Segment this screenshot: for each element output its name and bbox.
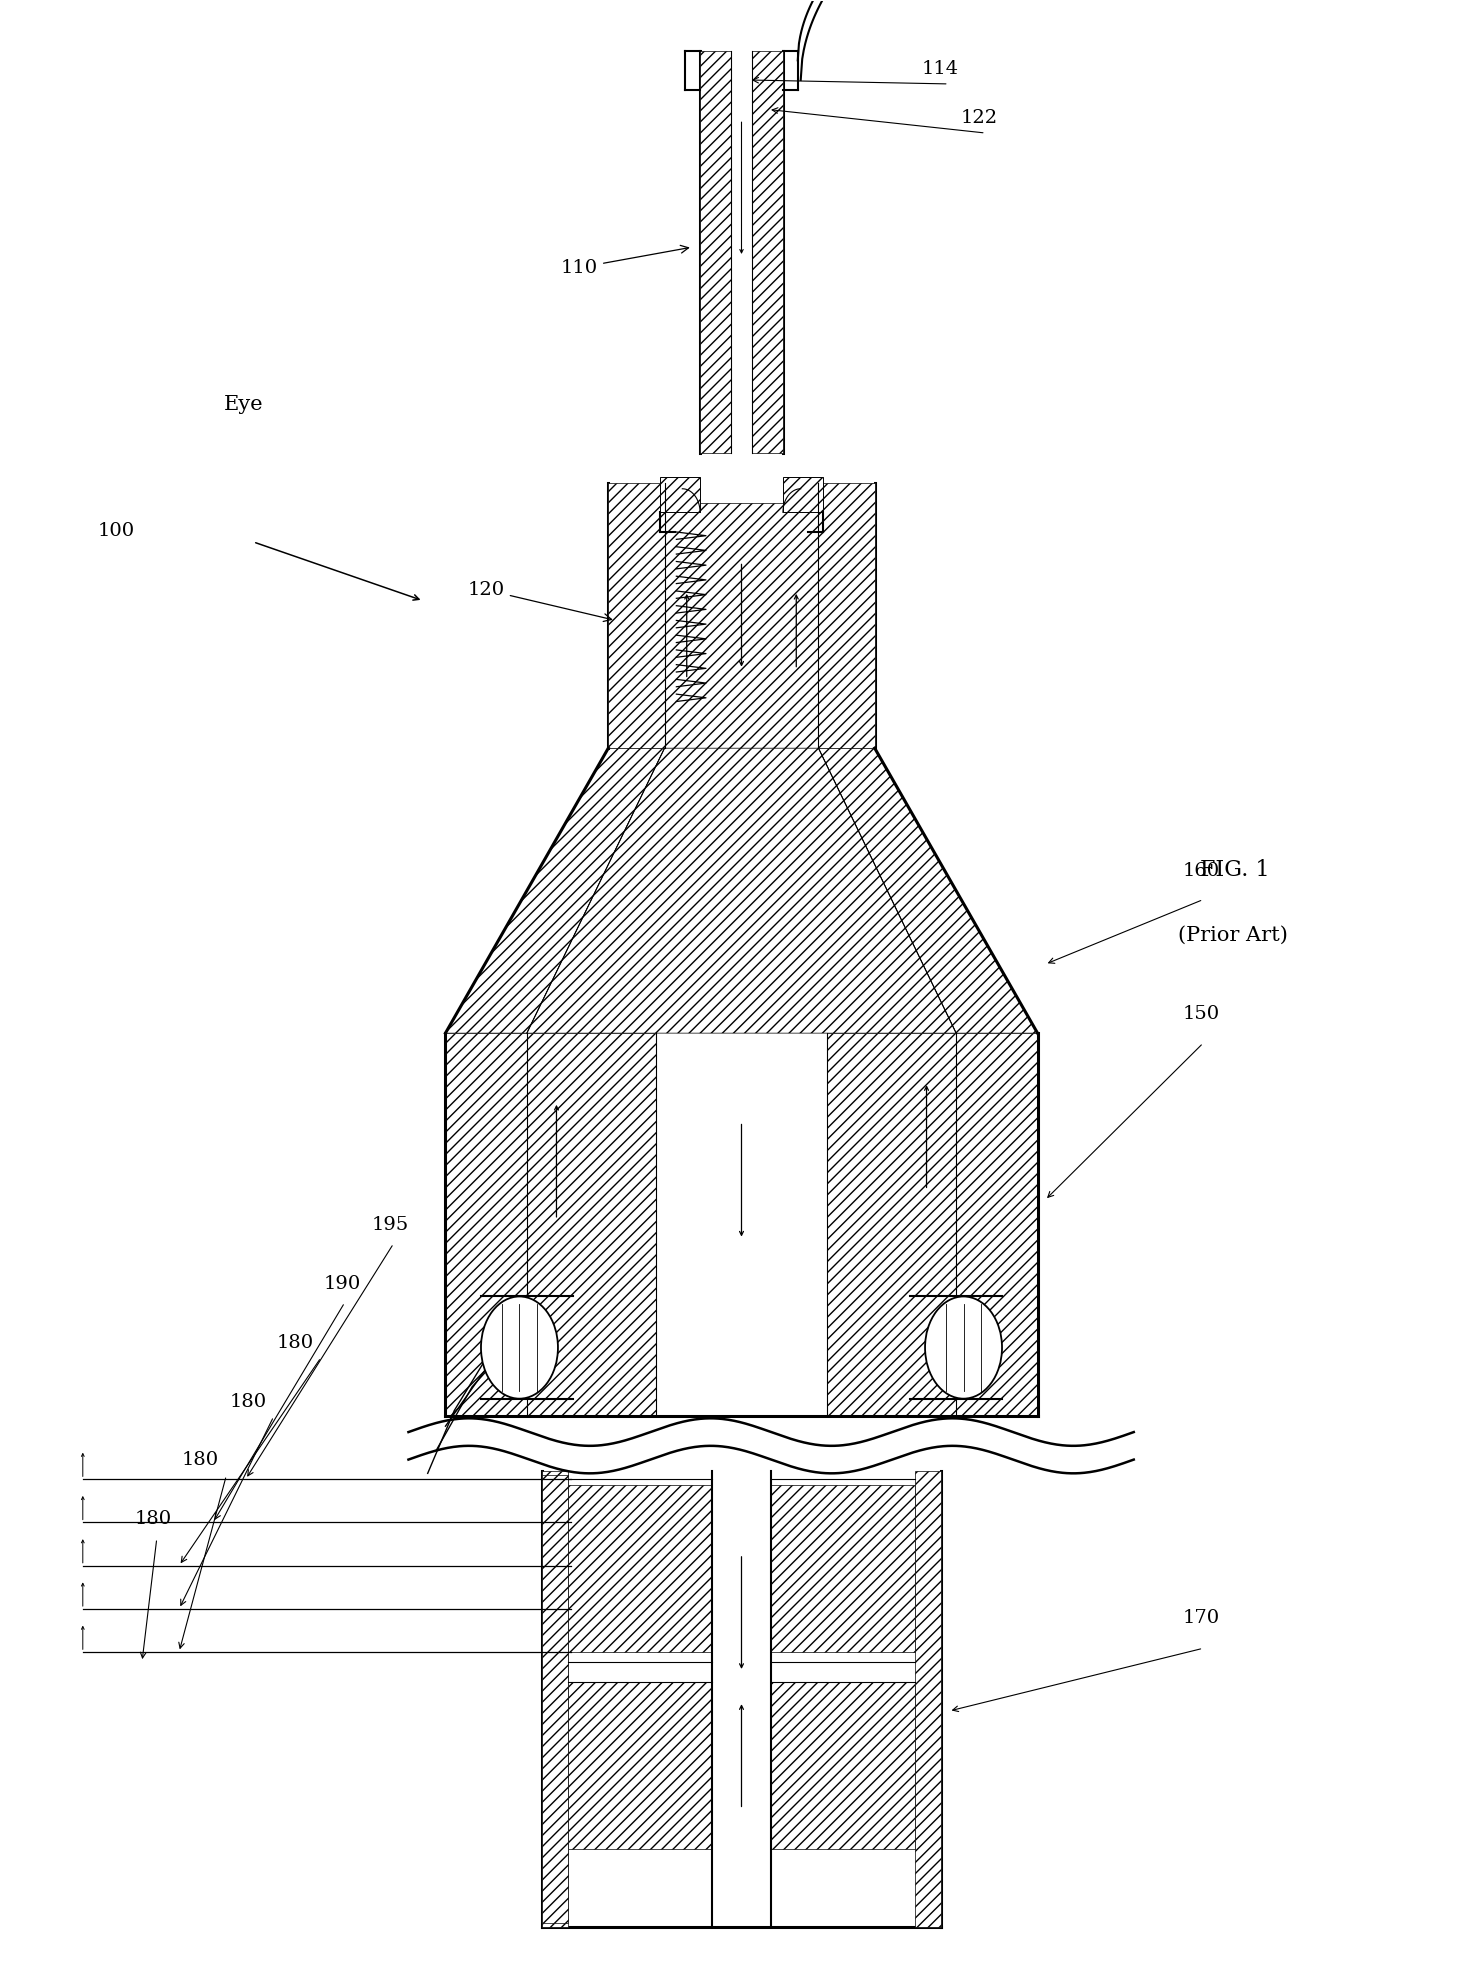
Bar (568, 1681, 712, 1848)
Bar (568, 1486, 712, 1653)
Text: 100: 100 (98, 522, 135, 539)
Polygon shape (819, 748, 1038, 1033)
Bar (771, 1486, 915, 1653)
Text: 190: 190 (325, 1275, 362, 1293)
Text: 195: 195 (371, 1216, 409, 1234)
Bar (819, 482, 875, 748)
Bar (915, 1472, 942, 1927)
Text: FIG. 1: FIG. 1 (1200, 858, 1269, 882)
Bar (957, 1033, 1038, 1417)
Bar (664, 502, 819, 748)
Polygon shape (445, 748, 664, 1033)
Bar (608, 482, 664, 748)
Text: (Prior Art): (Prior Art) (1178, 925, 1289, 945)
Text: 180: 180 (277, 1334, 314, 1352)
Text: 180: 180 (230, 1393, 267, 1411)
Text: 180: 180 (135, 1509, 172, 1529)
Bar (828, 1033, 957, 1417)
Text: 122: 122 (961, 110, 998, 128)
Text: Eye: Eye (224, 396, 262, 413)
Text: 120: 120 (467, 581, 611, 622)
Bar (445, 1033, 526, 1417)
Text: 110: 110 (561, 246, 688, 277)
Circle shape (480, 1297, 558, 1399)
Polygon shape (526, 748, 957, 1033)
Bar (660, 476, 700, 512)
Bar (752, 51, 783, 453)
Circle shape (925, 1297, 1003, 1399)
Bar (783, 476, 823, 512)
Text: 180: 180 (182, 1452, 219, 1470)
Text: 160: 160 (1182, 862, 1219, 880)
Bar (700, 51, 731, 453)
Bar (541, 1476, 568, 1923)
Text: 170: 170 (1182, 1608, 1219, 1628)
Bar (541, 1472, 568, 1927)
Text: 150: 150 (1182, 1006, 1219, 1023)
Text: 114: 114 (922, 61, 960, 79)
Bar (526, 1033, 655, 1417)
Bar (771, 1681, 915, 1848)
